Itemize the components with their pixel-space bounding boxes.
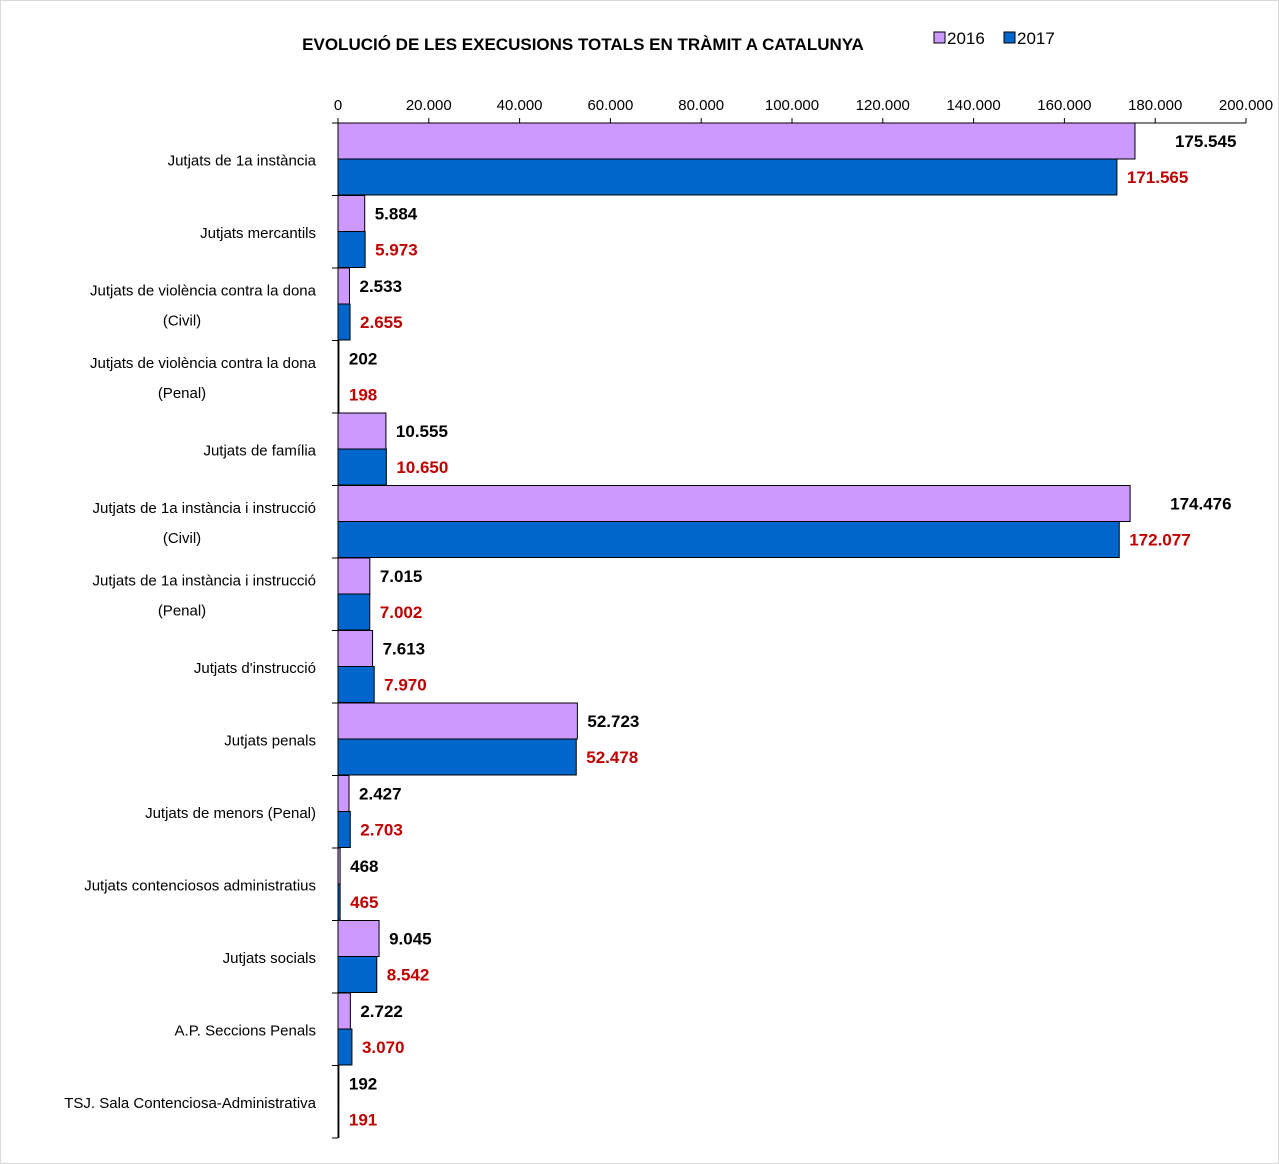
bar-2016 <box>337 412 387 450</box>
data-label-2016: 5.884 <box>375 205 418 224</box>
bar-2016 <box>337 775 350 812</box>
category-label: Jutjats de 1a instància <box>168 152 317 169</box>
x-tick-label: 180.000 <box>1128 97 1182 114</box>
category-label: Jutjats penals <box>224 732 316 749</box>
category-label: Jutjats mercantils <box>200 225 316 242</box>
x-tick-label: 0 <box>334 97 342 114</box>
data-label-2016: 175.545 <box>1175 132 1236 151</box>
bar-2017 <box>337 448 387 486</box>
category-label: Jutjats de menors (Penal) <box>145 805 316 822</box>
category-label: Jutjats de 1a instància i instrucció (Pen… <box>93 572 316 619</box>
data-label-2016: 2.427 <box>359 785 402 804</box>
bar-2017 <box>337 811 351 848</box>
bar-2016 <box>337 847 341 885</box>
data-label-2017: 191 <box>349 1111 377 1130</box>
category-label: Jutjats socials <box>223 950 316 967</box>
x-tick-label: 20.000 <box>406 97 452 114</box>
x-tick-label: 100.000 <box>765 97 819 114</box>
data-label-2016: 10.555 <box>396 422 448 441</box>
data-label-2017: 465 <box>350 893 378 912</box>
x-tick-label: 200.000 <box>1219 97 1273 114</box>
data-label-2016: 174.476 <box>1170 495 1231 514</box>
data-label-2016: 2.533 <box>359 277 402 296</box>
data-label-2016: 9.045 <box>389 930 432 949</box>
bar-2017 <box>337 521 1120 558</box>
category-label: Jutjats de família <box>203 442 316 459</box>
category-label-line: (Penal) <box>158 602 206 619</box>
bar-2017 <box>337 303 351 341</box>
data-label-2017: 52.478 <box>586 748 638 767</box>
bar-2016 <box>337 702 578 740</box>
bar-2016 <box>337 267 350 305</box>
category-label: Jutjats d'instrucció <box>194 660 316 677</box>
bar-2017 <box>337 666 375 703</box>
legend-swatch-2016 <box>933 31 946 44</box>
category-label-line: (Civil) <box>163 312 201 329</box>
bar-2016 <box>337 557 371 595</box>
bar-2017 <box>337 593 371 631</box>
data-label-2016: 52.723 <box>587 712 639 731</box>
legend-label-2016: 2016 <box>947 29 985 48</box>
data-label-2016: 2.722 <box>360 1002 403 1021</box>
x-tick-label: 60.000 <box>587 97 633 114</box>
category-label: Jutjats de 1a instància i instrucció (Civ… <box>93 500 316 547</box>
data-label-2017: 2.655 <box>360 313 403 332</box>
legend-swatch-2017 <box>1003 31 1016 44</box>
data-label-2017: 171.565 <box>1127 168 1188 187</box>
category-label: TSJ. Sala Contenciosa-Administrativa <box>64 1095 316 1112</box>
bar-2017 <box>337 1028 353 1066</box>
chart-title: EVOLUCIÓ DE LES EXECUSIONS TOTALS EN TRÀ… <box>302 35 864 54</box>
bar-2016 <box>337 195 366 232</box>
category-label-line: Jutjats de 1a instància i instrucció <box>93 500 316 517</box>
bar-2016 <box>337 1065 340 1102</box>
data-label-2016: 7.015 <box>380 567 423 586</box>
x-tick-label: 160.000 <box>1037 97 1091 114</box>
x-tick-label: 140.000 <box>946 97 1000 114</box>
data-label-2017: 3.070 <box>362 1038 405 1057</box>
category-label-line: Jutjats de violència contra la dona <box>90 282 317 299</box>
data-label-2017: 5.973 <box>375 241 418 260</box>
bar-2016 <box>337 992 351 1030</box>
x-tick-label: 40.000 <box>497 97 543 114</box>
data-label-2016: 202 <box>349 350 377 369</box>
data-label-2017: 2.703 <box>360 821 403 840</box>
category-label: Jutjats de violència contra la dona (Civi… <box>90 282 317 329</box>
category-label: Jutjats de violència contra la dona (Pena… <box>90 355 317 402</box>
category-label-line: Jutjats de violència contra la dona <box>90 355 317 372</box>
bar-2017 <box>337 1101 340 1138</box>
bar-2016 <box>337 340 340 377</box>
category-label-line: (Civil) <box>163 530 201 547</box>
bar-2017 <box>337 158 1118 196</box>
data-label-2017: 7.002 <box>380 603 423 622</box>
bar-2017 <box>337 738 577 776</box>
bar-2016 <box>337 122 1136 160</box>
bar-2017 <box>337 231 366 268</box>
data-label-2016: 468 <box>350 857 378 876</box>
bar-2017 <box>337 956 378 993</box>
category-label: A.P. Seccions Penals <box>175 1022 316 1039</box>
bar-2016 <box>337 630 374 667</box>
category-label-line: Jutjats de 1a instància i instrucció <box>93 572 316 589</box>
legend-label-2017: 2017 <box>1017 29 1055 48</box>
data-label-2017: 8.542 <box>387 966 430 985</box>
x-tick-label: 80.000 <box>678 97 724 114</box>
data-label-2017: 7.970 <box>384 676 427 695</box>
data-label-2016: 192 <box>349 1075 377 1094</box>
data-label-2016: 7.613 <box>383 640 426 659</box>
category-label-line: (Penal) <box>158 385 206 402</box>
category-label: Jutjats contenciosos administratius <box>84 877 316 894</box>
x-tick-label: 120.000 <box>856 97 910 114</box>
data-label-2017: 198 <box>349 386 377 405</box>
bar-2017 <box>337 376 340 413</box>
bar-2016 <box>337 485 1131 522</box>
data-label-2017: 172.077 <box>1129 531 1190 550</box>
bar-2017 <box>337 883 341 921</box>
bar-2016 <box>337 920 380 957</box>
data-label-2017: 10.650 <box>396 458 448 477</box>
